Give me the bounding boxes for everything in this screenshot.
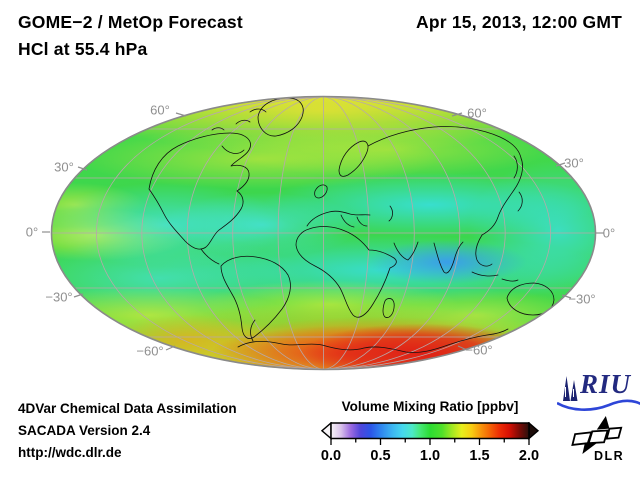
dlr-logo (571, 416, 623, 454)
colorbar-arrow-right (528, 422, 540, 441)
lat-label-right-0: 0° (602, 225, 616, 241)
dlr-logo-text: DLR (594, 449, 625, 463)
riu-logo-text: RIU (580, 369, 632, 399)
lat-label-right--60: −60° (465, 342, 493, 358)
colorbar-tick-1.0: 1.0 (419, 448, 441, 464)
colorbar-ticks (330, 439, 530, 445)
colorbar-tick-1.5: 1.5 (469, 448, 490, 464)
coastlines (148, 97, 574, 353)
figure-datetime: Apr 15, 2013, 12:00 GMT (416, 12, 622, 32)
footer-version-label: SACADA Version 2.4 (18, 423, 151, 438)
cathedral-icon (563, 376, 578, 401)
colorbar-tick-0.5: 0.5 (370, 448, 391, 464)
figure-title: GOME−2 / MetOp Forecast (18, 12, 243, 32)
lat-label-right--30: −30° (568, 291, 596, 307)
footer-url: http://wdc.dlr.de (18, 445, 122, 460)
colorbar-tick-0.0: 0.0 (320, 448, 342, 464)
figure-subtitle: HCl at 55.4 hPa (18, 39, 148, 59)
dlr-emblem (571, 416, 623, 454)
wave-swoosh (557, 399, 640, 411)
lat-label-right-30: 30° (564, 155, 584, 171)
colorbar-arrow-left (321, 422, 332, 441)
lat-label-right-60: 60° (467, 105, 487, 121)
riu-logo (557, 376, 640, 411)
lat-label-left--60: −60° (136, 343, 164, 359)
lat-label-left-0: 0° (25, 224, 39, 240)
latitude-ticks (42, 112, 604, 351)
colorbar-title: Volume Mixing Ratio [ppbv] (341, 399, 519, 414)
colorbar-tick-2.0: 2.0 (518, 448, 540, 464)
graticule (52, 97, 595, 369)
colorbar-gradient-bar (330, 422, 530, 440)
map-boundary (50, 95, 597, 371)
colorbar (321, 422, 540, 445)
lat-label-left--30: −30° (45, 289, 73, 305)
lat-label-left-60: 60° (150, 102, 170, 118)
footer-assimilation-label: 4DVar Chemical Data Assimilation (18, 401, 237, 416)
lat-label-left-30: 30° (54, 159, 74, 175)
